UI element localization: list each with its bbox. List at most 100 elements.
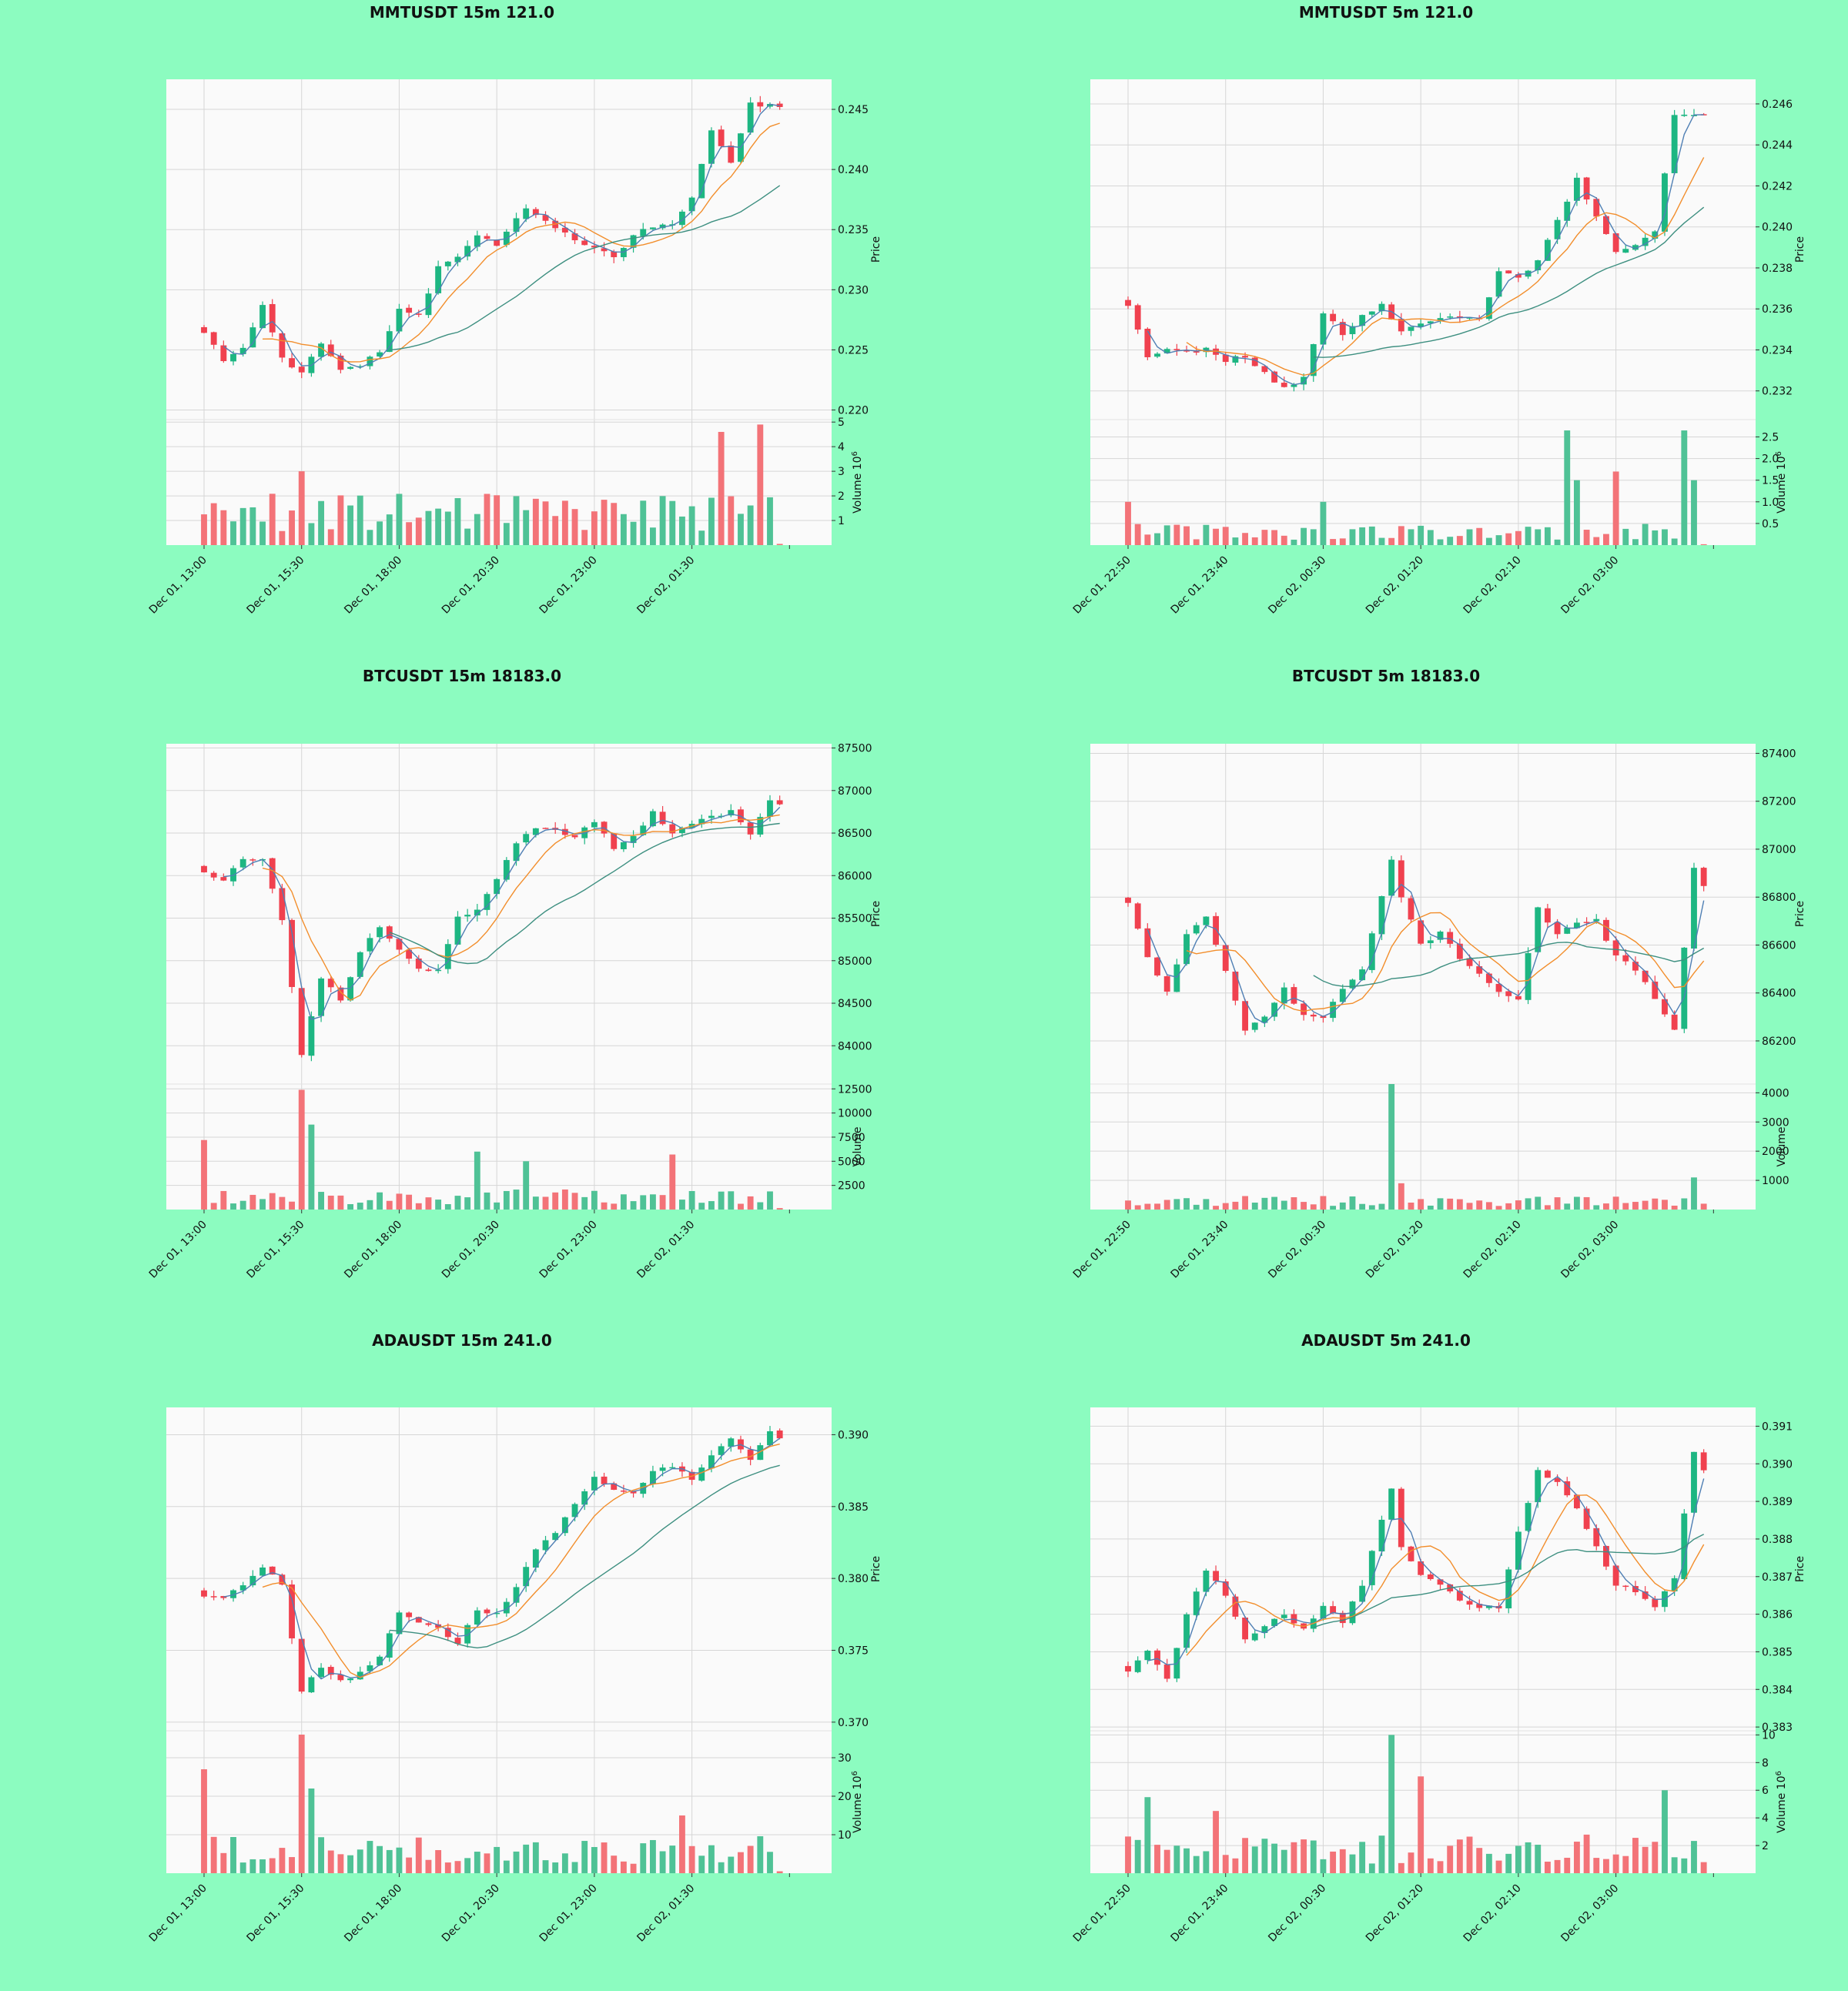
x-tick-label: Dec 01, 15:30 <box>245 1882 307 1945</box>
candle-body <box>581 240 588 246</box>
volume-bar <box>1456 536 1463 545</box>
candle-body <box>1310 344 1317 376</box>
candle-body <box>552 1533 559 1541</box>
volume-bar <box>581 1196 588 1210</box>
volume-bar <box>1603 1859 1609 1873</box>
candle-body <box>396 939 403 950</box>
volume-bar <box>1291 1842 1297 1873</box>
candle-body <box>435 266 442 293</box>
volume-bar <box>377 521 383 545</box>
candle-body <box>1418 1561 1424 1575</box>
moving-average-line-20 <box>1313 942 1705 988</box>
volume-bar <box>318 1192 324 1210</box>
candle-body <box>386 331 393 353</box>
moving-average-line-20 <box>389 1464 780 1649</box>
candle-body <box>1330 313 1337 322</box>
candle-body <box>1495 271 1502 297</box>
candle-body <box>357 366 363 368</box>
volume-bar <box>1222 527 1229 545</box>
volume-bar <box>1564 430 1571 545</box>
candle-body <box>1291 987 1297 1004</box>
candle-body <box>289 1584 295 1638</box>
volume-bar <box>1525 1842 1532 1873</box>
candle-body <box>1281 383 1287 387</box>
volume-bar <box>1378 1835 1385 1873</box>
volume-bar <box>367 1841 373 1873</box>
candle-body <box>718 129 725 146</box>
candle-body <box>1447 316 1454 318</box>
candle-body <box>1261 1626 1268 1634</box>
candle-body <box>1622 249 1629 253</box>
candle-body <box>1485 973 1492 983</box>
candle-body <box>1193 1591 1200 1615</box>
volume-bar <box>1642 1846 1649 1873</box>
volume-bar <box>1125 501 1131 545</box>
volume-bar <box>1398 1862 1404 1873</box>
volume-bar <box>1310 529 1317 545</box>
price-axis-label: Price <box>870 236 882 263</box>
volume-bar <box>1125 1836 1131 1873</box>
x-tick-label: Dec 01, 23:40 <box>1169 554 1231 617</box>
volume-bar <box>1476 1848 1483 1873</box>
volume-bar <box>318 1837 324 1873</box>
volume-bar <box>249 1194 256 1210</box>
candle-body <box>210 872 217 878</box>
candle-body <box>1603 919 1609 941</box>
volume-bar <box>1251 537 1258 545</box>
volume-bar <box>738 1852 744 1873</box>
candle-body <box>464 915 471 917</box>
candle-body <box>337 987 344 1001</box>
candle-body <box>620 1490 627 1492</box>
volume-bar <box>523 1844 530 1873</box>
candle-body <box>1681 1513 1688 1580</box>
chart-panel-4: BTCUSDT 5m 18183.0 86200 86400 86600 86800 87… <box>1071 667 1806 1281</box>
candle-body <box>1368 311 1375 315</box>
candle-body <box>1154 353 1160 357</box>
x-tick-label: Dec 01, 18:00 <box>342 554 404 617</box>
volume-bar <box>688 1190 695 1210</box>
volume-bar <box>308 1789 315 1873</box>
volume-bar <box>1681 430 1688 545</box>
candle-body <box>679 211 685 226</box>
candle-body <box>571 835 578 838</box>
volume-bar <box>1515 530 1522 545</box>
candle-body <box>435 1624 442 1628</box>
candle-body <box>454 1638 461 1644</box>
volume-bar <box>308 1124 315 1210</box>
volume-bar <box>1427 530 1434 545</box>
candle-body <box>1144 1651 1151 1661</box>
volume-bar <box>1349 529 1356 545</box>
volume-bar <box>1154 533 1160 545</box>
candle-body <box>1320 313 1327 345</box>
candle-body <box>1251 1633 1258 1641</box>
price-tick-label: 0.388 <box>1762 1534 1793 1546</box>
chart-panel-2: MMTUSDT 5m 121.0 0.232 0.234 0.236 0.238 0.24… <box>1071 3 1806 617</box>
volume-bar <box>1466 1203 1473 1210</box>
candle-body <box>1535 260 1542 271</box>
volume-bar <box>347 1855 354 1873</box>
candle-body <box>1544 908 1551 923</box>
price-tick-label: 86200 <box>1762 1036 1796 1048</box>
volume-tick-label: 2 <box>838 490 845 503</box>
volume-bar <box>747 505 754 545</box>
volume-bar <box>571 509 578 545</box>
volume-bar <box>1495 1206 1502 1210</box>
candle-body <box>1242 1001 1248 1031</box>
candle-body <box>698 1467 705 1481</box>
volume-bar <box>1330 1851 1337 1873</box>
volume-bar <box>1301 527 1307 545</box>
x-tick-label: Dec 01, 22:50 <box>1071 1219 1133 1281</box>
price-axis-label: Price <box>870 901 882 927</box>
candle-body <box>454 256 461 263</box>
volume-bar <box>1652 530 1659 545</box>
volume-axis-exponent: 6 <box>851 451 859 456</box>
candle-body <box>1466 317 1473 319</box>
candle-body <box>484 1609 490 1614</box>
volume-bar <box>1476 527 1483 545</box>
volume-bar <box>1339 1849 1346 1873</box>
candle-body <box>1700 868 1707 886</box>
moving-average-line-3 <box>223 1437 781 1680</box>
candle-body <box>289 919 295 987</box>
candle-body <box>259 305 266 329</box>
candle-body <box>1662 999 1668 1015</box>
